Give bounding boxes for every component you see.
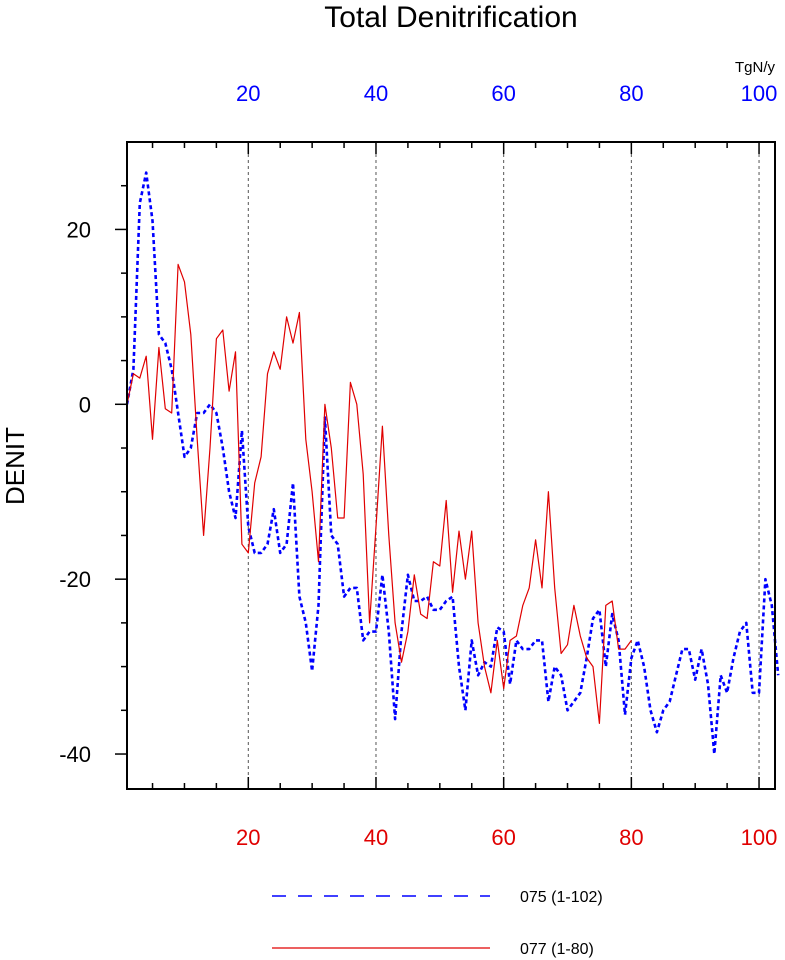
x-tick-label-bottom-20: 20 [236, 825, 260, 850]
x-tick-label-bottom-80: 80 [619, 825, 643, 850]
x-tick-label-bottom-40: 40 [364, 825, 388, 850]
chart-title: Total Denitrification [324, 1, 577, 34]
legend: 075 (1-102) 077 (1-80) [272, 889, 603, 958]
x-gridlines [247, 142, 760, 789]
x-tick-label-top-20: 20 [236, 81, 260, 106]
y-tick-label--40: -40 [59, 742, 91, 767]
series-line-077 [126, 263, 632, 725]
legend-label-075: 075 (1-102) [520, 889, 603, 906]
x-tick-label-top-80: 80 [619, 81, 643, 106]
y-axis-label: DENIT [0, 427, 30, 505]
x-tick-label-top-60: 60 [491, 81, 515, 106]
plot-frame [126, 141, 776, 790]
series-layer [125, 171, 780, 756]
series-line-075 [125, 171, 780, 756]
y-tick-label--20: -20 [59, 567, 91, 592]
units-label: TgN/y [735, 59, 776, 76]
y-tick-label-20: 20 [67, 217, 91, 242]
legend-label-077: 077 (1-80) [520, 941, 594, 958]
x-tick-label-top-40: 40 [364, 81, 388, 106]
x-tick-label-bottom-60: 60 [491, 825, 515, 850]
axes: 20 40 60 80 100 20 40 60 80 100 20 0 -20 -40 [59, 81, 777, 850]
x-tick-label-top-100: 100 [741, 81, 778, 106]
y-tick-label-0: 0 [79, 392, 91, 417]
x-tick-label-bottom-100: 100 [741, 825, 778, 850]
